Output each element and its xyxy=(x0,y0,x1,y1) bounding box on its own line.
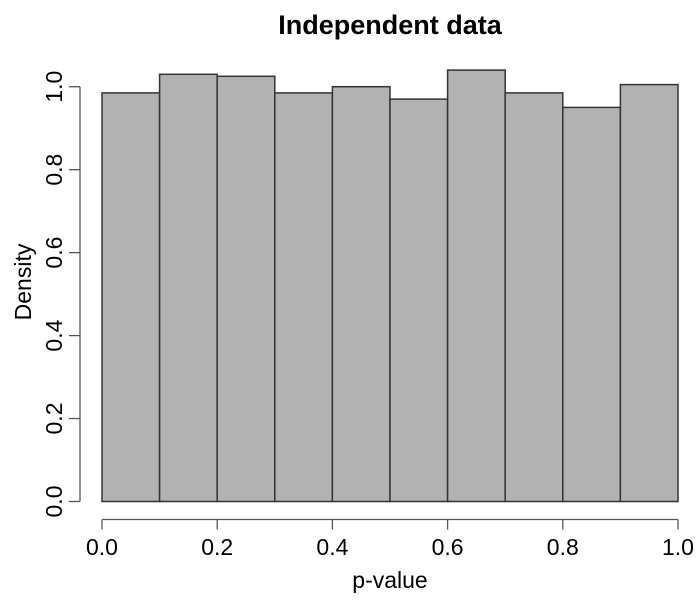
chart-title: Independent data xyxy=(278,10,502,40)
x-tick-label: 0.4 xyxy=(316,534,348,560)
x-tick-label: 0.6 xyxy=(432,534,464,560)
histogram-bar xyxy=(216,75,276,503)
histogram-bar xyxy=(158,73,218,503)
y-tick-label: 0.0 xyxy=(41,486,67,518)
histogram-bar xyxy=(389,98,449,503)
y-tick-label: 1.0 xyxy=(41,71,67,103)
x-tick-label: 1.0 xyxy=(662,534,694,560)
histogram-bar xyxy=(504,92,564,503)
histogram-bar xyxy=(274,92,334,503)
y-tick-label: 0.8 xyxy=(41,154,67,186)
chart-layer: 0.0 0.2 0.4 0.6 0.8 1.0 0.0 0.2 0.4 0.6 0.8 1.0 xyxy=(41,69,694,560)
x-axis-label: p-value xyxy=(352,567,427,593)
y-tick-label: 0.6 xyxy=(41,237,67,269)
x-tick-label: 0.0 xyxy=(86,534,118,560)
x-tick-label: 0.8 xyxy=(547,534,579,560)
y-tick-label: 0.2 xyxy=(41,403,67,435)
histogram-bar xyxy=(331,85,391,503)
histogram-bar xyxy=(619,83,679,503)
x-tick-label: 0.2 xyxy=(201,534,233,560)
y-tick-label: 0.4 xyxy=(41,319,67,351)
histogram-bar xyxy=(101,92,161,503)
histogram-bar xyxy=(562,106,622,503)
histogram-bar xyxy=(446,69,506,503)
y-axis-label: Density xyxy=(10,243,36,320)
